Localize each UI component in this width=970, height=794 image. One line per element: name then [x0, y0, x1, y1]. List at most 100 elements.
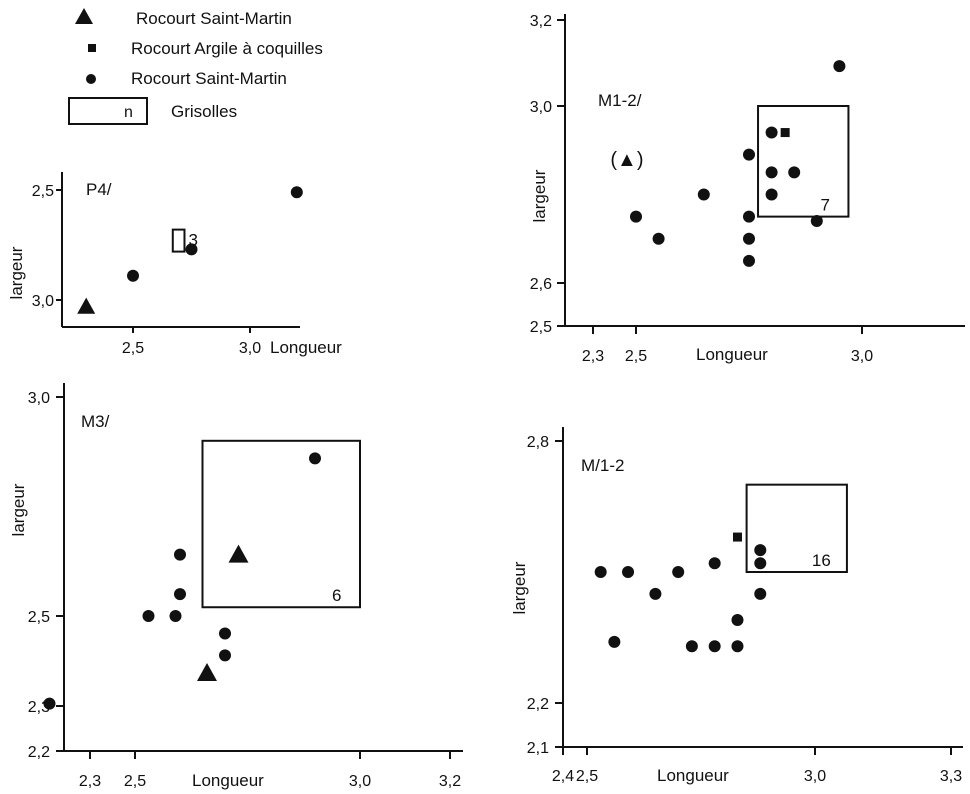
panel-label: P4/ [86, 180, 112, 199]
panel-m3: 2,3 2,5 3,0 3,22,22,32,53,0M3/Longueurlarge… [9, 383, 463, 790]
legend-item-label: Rocourt Argile à coquilles [131, 39, 323, 58]
x-tick-label: 2,5 [122, 340, 144, 357]
data-point-circle [169, 610, 182, 622]
y-tick-label: 3,0 [28, 390, 50, 407]
panel-label: M1-2/ [598, 91, 642, 110]
x-tick-label: 2,3 [79, 773, 101, 790]
data-point-circle [754, 557, 767, 570]
data-point-circle [743, 148, 755, 161]
y-tick-label: 2,5 [32, 183, 54, 200]
x-axis-label: Longueur [696, 345, 768, 364]
data-point-circle [672, 566, 685, 578]
y-axis-label: largeur [510, 561, 529, 614]
y-tick-label: 2,2 [28, 744, 50, 761]
y-axis-label: largeur [530, 169, 549, 222]
data-point-circle [765, 166, 778, 179]
data-point-circle [608, 635, 621, 648]
data-point-circle [731, 614, 744, 627]
data-point-circle [649, 587, 662, 600]
data-point-circle [754, 587, 767, 600]
legend-box-marker [68, 97, 148, 125]
data-point-circle [731, 640, 744, 653]
data-point-circle [743, 210, 755, 223]
x-tick-label: 2,5 [625, 348, 647, 365]
data-point-circle [754, 544, 767, 557]
y-tick-label: 2,5 [530, 319, 552, 336]
y-axis-label: largeur [9, 483, 28, 536]
data-point-circle [697, 188, 710, 201]
data-point-circle [708, 557, 721, 570]
grisolles-box [201, 439, 361, 609]
panel-m1-2: 2,3 2,5 3,0 2,5 2,6 3,0 3,2 M1-2/Longueur largeu… [530, 13, 965, 365]
data-point-circle [174, 548, 186, 561]
grisolles-box [171, 228, 186, 253]
data-point-circle [743, 232, 755, 245]
panel-label: M3/ [81, 412, 110, 431]
data-point-circle [765, 126, 778, 139]
data-point-circle [127, 269, 139, 282]
legend-circle-marker [86, 74, 96, 84]
y-axis-label: largeur [7, 246, 26, 299]
data-point-circle [765, 188, 778, 201]
data-point-circle [142, 610, 155, 622]
data-point-triangle [197, 662, 217, 681]
legend-item-label: Grisolles [171, 102, 237, 121]
data-point-circle [309, 452, 321, 465]
data-point-circle [630, 210, 642, 223]
data-point-circle [594, 566, 607, 578]
data-point-triangle [77, 297, 96, 314]
data-point-circle [622, 566, 635, 578]
data-point-circle [810, 215, 823, 228]
data-point-circle [708, 640, 721, 653]
data-point-circle [174, 588, 186, 601]
data-point-circle [652, 232, 665, 245]
x-tick-label: 3,3 [940, 768, 962, 785]
panel-m-1-2: 2,4 2,5 3,0 3,3 2,1 2,2 2,8 M/1-2 Longueur largeu… [510, 427, 963, 785]
panel-p4: 2,5 3,0 2,5 3,0 P4/Longueur largeur 3 [7, 172, 342, 357]
legend-item-label: Rocourt Saint-Martin [136, 9, 292, 28]
grisolles-box [745, 483, 848, 573]
x-axis-label: Longueur [657, 766, 729, 785]
x-tick-label: 3,0 [239, 340, 261, 357]
legend-box-text: n [124, 104, 133, 121]
data-point-circle [43, 697, 56, 710]
y-tick-label: 3,0 [530, 99, 552, 116]
x-tick-label: 3,2 [439, 773, 461, 790]
x-tick-label: 2,5 [576, 768, 598, 785]
data-point-circle [743, 254, 755, 267]
y-tick-label: 2,1 [527, 740, 549, 757]
x-tick-label: 2,3 [582, 348, 604, 365]
data-point-square [780, 128, 790, 138]
grisolles-count: 6 [332, 586, 341, 605]
panel-label: M/1-2 [581, 456, 624, 475]
y-tick-label: 2,6 [530, 276, 552, 293]
data-point-triangle-label: (▲) [610, 149, 643, 171]
data-point-circle [185, 243, 198, 256]
data-point-circle [290, 186, 303, 199]
data-point-circle [685, 640, 698, 653]
y-tick-label: 2,2 [527, 696, 549, 713]
grisolles-box [757, 105, 850, 218]
legend-square-marker [88, 44, 96, 52]
grisolles-count: 16 [812, 551, 831, 570]
data-point-triangle [228, 544, 249, 563]
x-tick-label: 3,0 [349, 773, 371, 790]
x-tick-label: 3,0 [851, 348, 873, 365]
grisolles-count: 7 [820, 196, 829, 215]
legend-item-label: Rocourt Saint-Martin [131, 69, 287, 88]
data-point-circle [219, 627, 231, 640]
y-tick-label: 3,0 [32, 293, 54, 310]
y-tick-label: 2,8 [527, 434, 549, 451]
legend-triangle-marker [75, 8, 93, 24]
data-point-circle [788, 166, 801, 179]
data-point-square [732, 532, 742, 542]
legend: Rocourt Saint-Martin Rocourt Argile à co… [68, 8, 323, 125]
x-tick-label: 2,4 [552, 768, 574, 785]
x-tick-label: 3,0 [804, 768, 826, 785]
y-tick-label: 2,5 [28, 609, 50, 626]
x-tick-label: 2,5 [124, 773, 146, 790]
x-axis-label: Longueur [270, 338, 342, 357]
grisolles-count: 3 [188, 231, 197, 250]
data-point-circle [833, 60, 846, 73]
